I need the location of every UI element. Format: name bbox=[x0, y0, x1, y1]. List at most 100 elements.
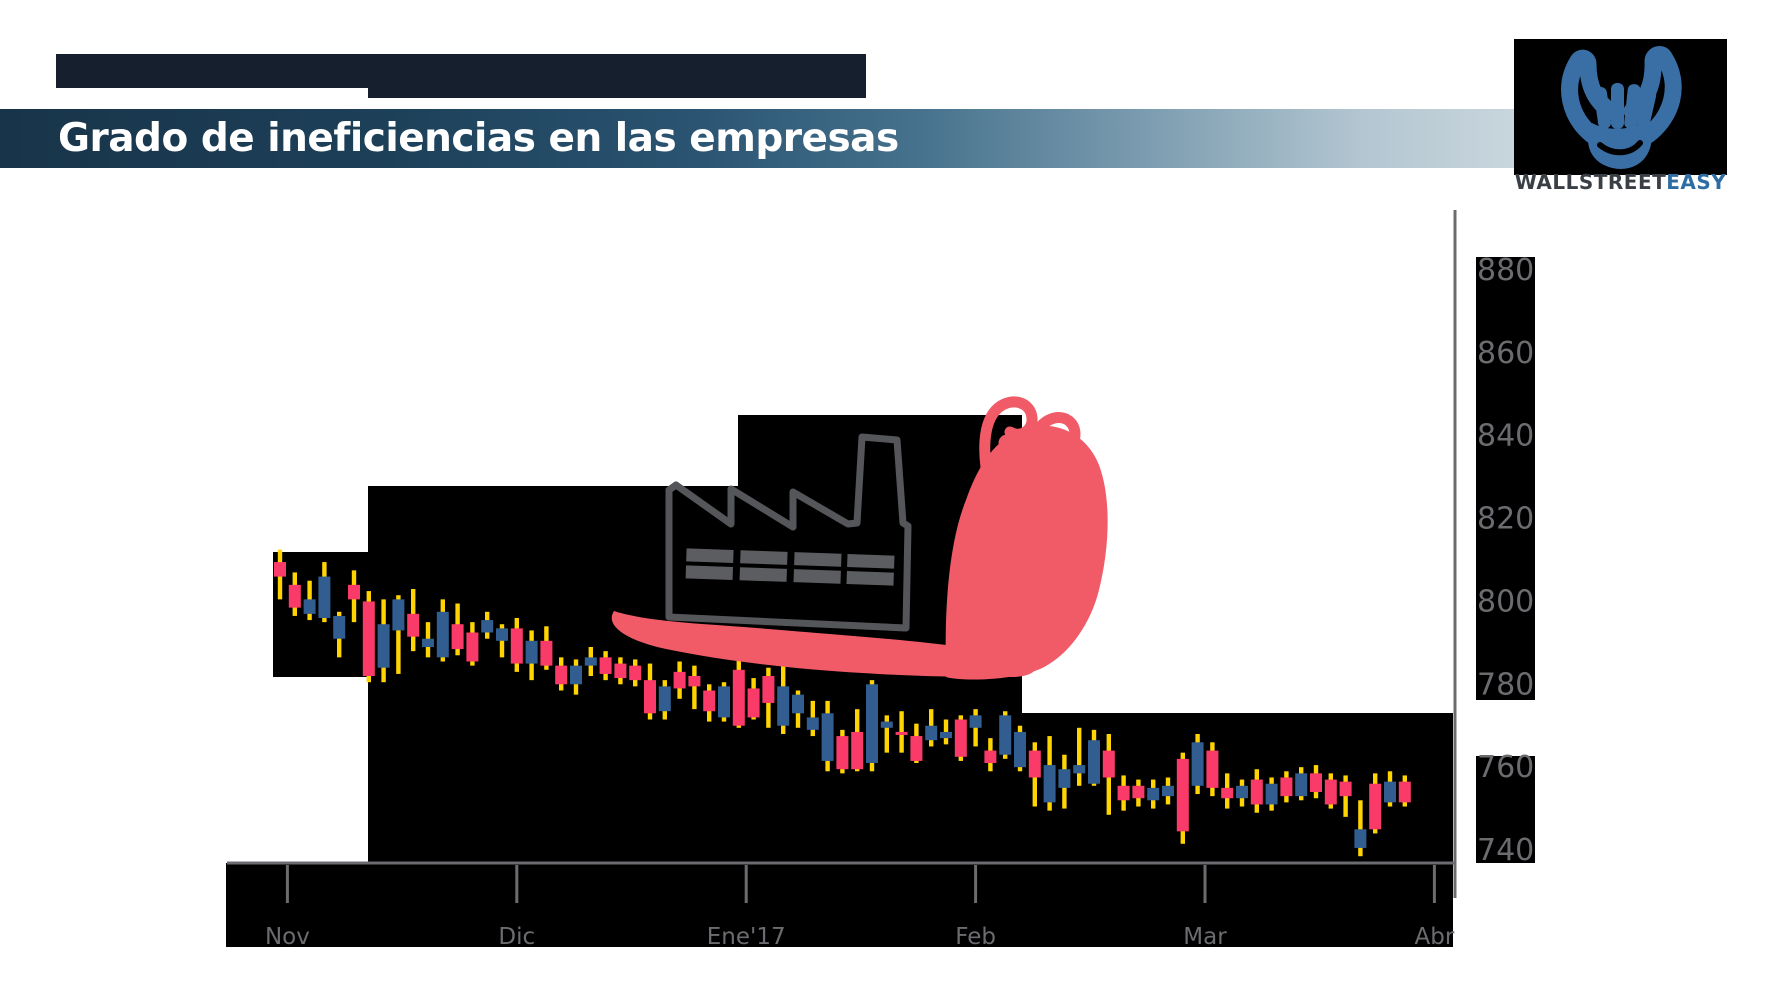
chart-black-panels bbox=[226, 257, 1535, 947]
candle-body bbox=[318, 576, 331, 619]
candle bbox=[688, 665, 701, 710]
candle bbox=[496, 624, 508, 658]
candle-body bbox=[1221, 787, 1234, 799]
candle-body bbox=[584, 657, 597, 666]
candle-body bbox=[1117, 785, 1130, 801]
y-tick-label: 860 bbox=[1477, 336, 1534, 371]
logo-box bbox=[1514, 39, 1727, 175]
candle-body bbox=[1102, 750, 1115, 778]
candle bbox=[940, 719, 952, 745]
y-axis-label-box bbox=[1476, 257, 1535, 700]
candle bbox=[1250, 769, 1263, 813]
candle-body bbox=[288, 584, 301, 608]
candle bbox=[1354, 800, 1367, 857]
x-tick-label: Mar bbox=[1183, 924, 1227, 950]
title-bar: Grado de ineficiencias en las empresas bbox=[0, 109, 1547, 168]
factory-outline bbox=[665, 433, 912, 632]
candle-body bbox=[303, 599, 316, 614]
candle-wick bbox=[884, 715, 889, 753]
snail-antenna-tip bbox=[998, 434, 1016, 452]
candle bbox=[1147, 779, 1160, 809]
candle bbox=[1398, 775, 1411, 807]
candle bbox=[1221, 773, 1234, 809]
y-tick-label: 780 bbox=[1477, 667, 1534, 702]
candle-body bbox=[688, 676, 701, 687]
candle bbox=[969, 709, 982, 747]
candle-body bbox=[880, 721, 893, 728]
x-tick-mark bbox=[974, 865, 978, 903]
y-tick-label: 760 bbox=[1477, 750, 1534, 785]
candle bbox=[1088, 729, 1100, 786]
logo-brand-accent-text: EASY bbox=[1666, 170, 1727, 194]
x-tick-label: Abr bbox=[1415, 924, 1455, 950]
candle bbox=[436, 599, 449, 662]
candle-body bbox=[806, 717, 819, 730]
y-axis-labels: 880 860 840 820 800 780 760 740 bbox=[1477, 253, 1534, 868]
candle-body bbox=[910, 736, 923, 761]
candle bbox=[451, 603, 464, 656]
candle-body bbox=[1028, 750, 1041, 778]
candle bbox=[629, 659, 642, 687]
candle-body bbox=[392, 599, 405, 631]
candle-body bbox=[407, 613, 420, 637]
candle-body bbox=[718, 686, 730, 718]
candle-body bbox=[866, 684, 878, 764]
candle-body bbox=[1236, 785, 1248, 799]
candle bbox=[984, 738, 997, 772]
candle-body bbox=[1058, 769, 1071, 788]
x-axis-labels: Nov Dic Ene'17 Feb Mar Abr bbox=[265, 924, 1455, 950]
x-tick-label: Feb bbox=[955, 924, 996, 950]
candle-body bbox=[362, 601, 375, 677]
candle bbox=[747, 678, 760, 720]
candle bbox=[1339, 775, 1352, 817]
candle-body bbox=[954, 719, 967, 757]
candle bbox=[1162, 777, 1174, 805]
y-tick-label: 800 bbox=[1477, 584, 1534, 619]
x-tick-mark bbox=[285, 865, 289, 903]
candle-body bbox=[644, 680, 656, 714]
page-title: Grado de ineficiencias en las empresas bbox=[58, 116, 899, 161]
x-axis-label-strip bbox=[226, 863, 1453, 947]
candle-body bbox=[940, 731, 952, 739]
candle-body bbox=[747, 688, 760, 718]
candle bbox=[910, 723, 923, 764]
candle bbox=[1236, 779, 1248, 807]
y-axis-line bbox=[1453, 210, 1457, 898]
candle-body bbox=[629, 665, 642, 681]
candle bbox=[1073, 727, 1086, 786]
candle-body bbox=[348, 584, 360, 600]
candle bbox=[525, 630, 538, 681]
candle bbox=[732, 657, 745, 728]
candle-body bbox=[377, 624, 390, 668]
candle bbox=[377, 599, 390, 683]
x-tick-label: Ene'17 bbox=[707, 924, 786, 950]
candle bbox=[540, 626, 553, 670]
candle-body bbox=[1324, 779, 1337, 805]
candle-body bbox=[1073, 765, 1086, 774]
candle bbox=[422, 622, 434, 658]
candle-body bbox=[1295, 773, 1308, 797]
candle-body bbox=[777, 686, 790, 726]
candle bbox=[407, 589, 420, 652]
candle bbox=[362, 591, 375, 683]
candle bbox=[274, 549, 286, 600]
candle-body bbox=[481, 620, 494, 633]
logo-brand-text: WALLSTREET bbox=[1514, 170, 1667, 194]
candle-wick bbox=[1077, 727, 1082, 786]
top-accent-bar-right bbox=[368, 54, 866, 98]
candle-body bbox=[436, 611, 449, 658]
candle bbox=[481, 611, 494, 639]
candle bbox=[1384, 771, 1396, 807]
candle bbox=[1014, 725, 1026, 772]
candle bbox=[1117, 775, 1130, 811]
factory-windows bbox=[685, 548, 895, 586]
candle bbox=[1265, 777, 1278, 811]
y-tick-label: 840 bbox=[1477, 419, 1534, 454]
candle-body bbox=[599, 657, 612, 674]
candle-body bbox=[821, 713, 834, 761]
candle bbox=[658, 680, 671, 720]
candle bbox=[792, 690, 804, 728]
candle bbox=[614, 657, 627, 685]
bull-right-horn bbox=[1623, 46, 1682, 144]
candle-body bbox=[422, 638, 434, 648]
